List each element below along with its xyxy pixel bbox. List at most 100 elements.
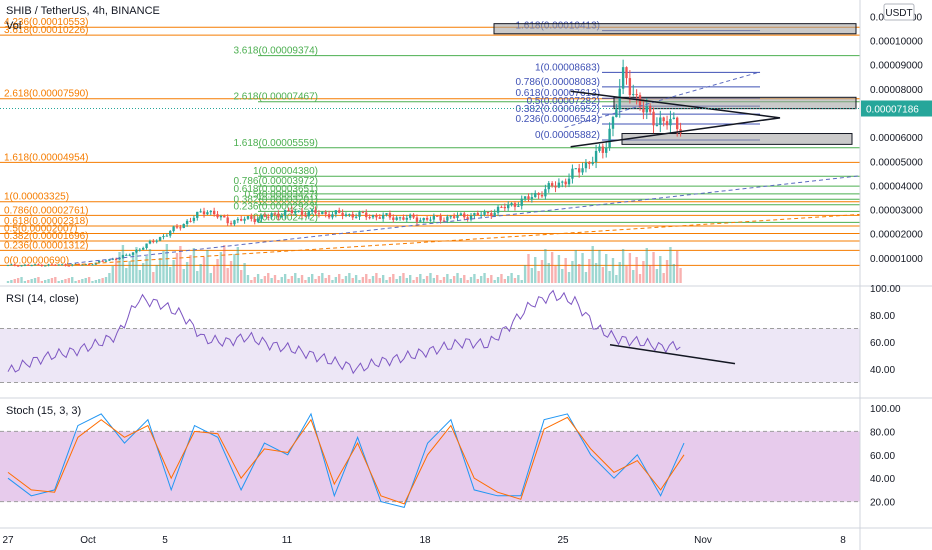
rsi-pane[interactable] xyxy=(0,289,860,383)
candle-body xyxy=(547,183,550,190)
volume-bar xyxy=(6,281,10,283)
volume-bar xyxy=(544,249,547,283)
volume-bar xyxy=(206,250,209,283)
candle-body xyxy=(30,265,33,267)
volume-bar xyxy=(84,278,87,283)
volume-bar xyxy=(94,280,98,283)
fib-green-label: 0.382(0.00003201) xyxy=(233,195,318,206)
candle-body xyxy=(321,212,324,215)
volume-bar xyxy=(398,276,402,283)
candle-body xyxy=(537,193,540,195)
candle-body xyxy=(98,260,101,263)
candle-body xyxy=(365,212,368,218)
candle-body xyxy=(669,118,672,126)
candle-body xyxy=(490,213,493,217)
volume-bar xyxy=(621,249,625,283)
volume-bar xyxy=(601,267,605,283)
volume-bar xyxy=(118,252,121,283)
price-pane[interactable]: 4.236(0.00010553)3.618(0.00010226) 2.618(… xyxy=(0,17,861,283)
candle-body xyxy=(655,124,659,126)
volume-bar xyxy=(300,275,304,283)
candle-body xyxy=(229,223,233,225)
candle-body xyxy=(54,264,57,266)
fib-blue-label: 0.618(0.00007613) xyxy=(515,88,600,99)
currency-button[interactable]: USDT xyxy=(883,3,915,21)
candle-body xyxy=(584,162,588,169)
candle-body xyxy=(419,220,422,222)
volume-bar xyxy=(270,278,273,283)
volume-bar xyxy=(128,261,131,283)
volume-bar xyxy=(500,274,503,283)
candle-body xyxy=(439,215,442,221)
candle-body xyxy=(297,210,300,212)
candle-body xyxy=(608,128,611,148)
candle-body xyxy=(652,111,655,126)
volume-bar xyxy=(554,266,557,283)
volume-bar xyxy=(16,278,20,283)
volume-bar xyxy=(655,269,659,283)
candle-body xyxy=(243,218,246,221)
candle-body xyxy=(486,211,490,214)
stoch-tick-label: 100.00 xyxy=(870,404,901,415)
candle-body xyxy=(567,178,571,185)
candle-body xyxy=(659,117,662,125)
time-tick-label: 18 xyxy=(419,535,431,546)
volume-bar xyxy=(125,268,128,283)
volume-bar xyxy=(169,267,172,283)
volume-bar xyxy=(30,279,33,283)
volume-bar xyxy=(101,278,104,283)
volume-bar xyxy=(547,263,550,283)
candle-body xyxy=(409,214,412,218)
candle-body xyxy=(175,226,179,228)
candle-body xyxy=(348,214,351,216)
volume-bar xyxy=(479,276,483,283)
volume-bar xyxy=(395,279,398,283)
candle-body xyxy=(148,241,152,244)
candle-body xyxy=(463,213,466,218)
fib-green-label: 0.786(0.00003972) xyxy=(233,176,318,187)
volume-bar xyxy=(473,274,476,283)
candle-body xyxy=(273,213,277,215)
fib-green-label: 1.618(0.00005559) xyxy=(233,138,318,149)
volume-bar xyxy=(209,273,212,283)
candle-body xyxy=(91,264,94,266)
volume-bar xyxy=(608,271,611,283)
volume-bar xyxy=(584,272,588,283)
candle-body xyxy=(324,212,327,215)
volume-bar xyxy=(297,278,300,283)
candle-body xyxy=(446,216,449,221)
candle-body xyxy=(233,220,236,225)
candle-body xyxy=(483,211,486,215)
candle-body xyxy=(13,264,16,266)
volume-bar xyxy=(152,272,155,283)
candle-body xyxy=(67,265,71,267)
candle-body xyxy=(503,206,507,209)
volume-bar xyxy=(561,269,564,283)
candle-body xyxy=(314,209,317,214)
candle-body xyxy=(206,212,209,215)
symbol-title: SHIB / TetherUS, 4h, BINANCE xyxy=(6,5,160,17)
candle-body xyxy=(594,150,598,163)
candle-body xyxy=(358,212,361,217)
volume-bar xyxy=(219,252,223,283)
candle-body xyxy=(507,204,510,209)
volume-bar xyxy=(283,274,287,283)
candle-body xyxy=(47,264,50,266)
volume-bar xyxy=(456,273,459,283)
volume-bar xyxy=(23,281,27,283)
candle-body xyxy=(392,217,395,220)
volume-bar xyxy=(375,273,378,283)
volume-bar xyxy=(310,274,314,283)
stoch-pane[interactable] xyxy=(0,412,860,508)
candle-body xyxy=(530,197,534,199)
volume-bar xyxy=(611,258,615,283)
volume-bar xyxy=(574,250,577,283)
candle-body xyxy=(196,211,199,218)
volume-bar xyxy=(530,268,534,283)
volume-bar xyxy=(422,279,425,283)
volume-bar xyxy=(409,275,412,283)
candle-body xyxy=(479,214,483,216)
candle-body xyxy=(152,241,155,243)
candle-body xyxy=(142,247,145,250)
